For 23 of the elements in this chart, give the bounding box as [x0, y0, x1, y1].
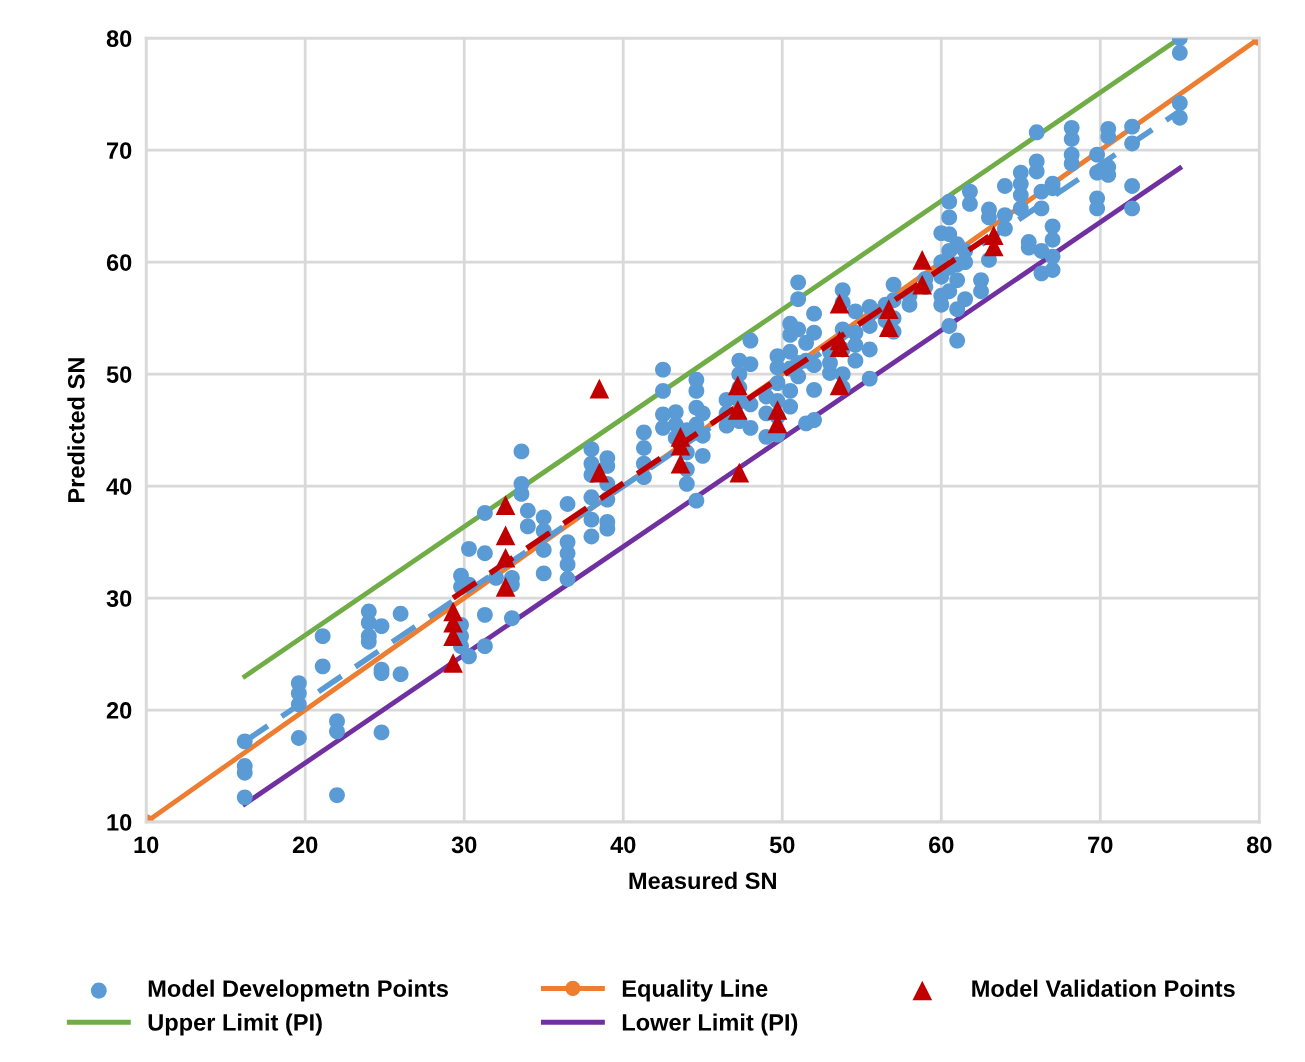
- y-tick-label: 80: [106, 30, 132, 48]
- x-tick-label: 10: [134, 836, 159, 854]
- x-tick-label: 20: [292, 836, 318, 854]
- x-axis-title: Measured SN: [629, 871, 776, 890]
- y-tick-label: 20: [106, 702, 132, 719]
- x-tick-label: 70: [1088, 836, 1113, 854]
- y-tick-label: 60: [106, 254, 132, 271]
- legend-label: Model Developmetn Points: [148, 979, 448, 1002]
- y-tick-label: 50: [106, 366, 132, 383]
- y-tick-label: 40: [106, 478, 132, 495]
- y-tick-label: 70: [107, 142, 132, 159]
- y-axis-title: Predicted SN: [67, 358, 85, 503]
- legend-label: Equality Line: [622, 979, 768, 1002]
- x-tick-label: 30: [451, 836, 477, 854]
- legend-label: Upper Limit (PI): [148, 1013, 322, 1036]
- x-tick-label: 60: [929, 836, 954, 854]
- legend-label: Model Validation Points: [972, 979, 1235, 997]
- y-tick-label: 30: [106, 590, 132, 607]
- x-tick-label: 40: [610, 836, 636, 854]
- y-tick-label: 10: [107, 814, 132, 831]
- x-tick-label: 50: [769, 836, 795, 854]
- x-tick-label: 80: [1246, 836, 1272, 854]
- legend-label: Lower Limit (PI): [622, 1013, 798, 1036]
